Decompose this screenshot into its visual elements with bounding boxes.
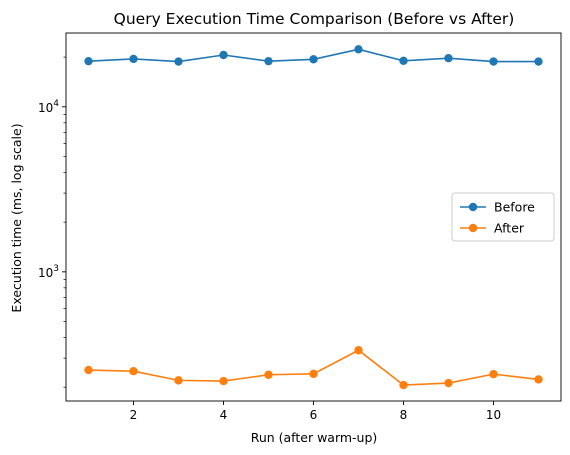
x-tick-label: 4 [220,408,228,422]
data-point-after [534,375,543,384]
x-axis-label: Run (after warm-up) [251,430,378,445]
data-point-before [84,56,93,66]
legend-marker-before [468,202,478,212]
data-point-after [129,367,138,376]
data-point-before [354,45,363,54]
data-point-before [219,50,228,60]
chart-title: Query Execution Time Comparison (Before … [114,10,515,28]
data-point-after [309,369,318,379]
legend-label-after: After [494,221,525,236]
y-tick-label: 103 [38,264,59,280]
data-point-after [219,376,228,386]
axes: 2 4 6 8 10 103 104 [38,32,562,422]
data-point-after [84,365,93,375]
y-axis-label: Execution time (ms, log scale) [9,123,24,312]
data-point-after [399,380,408,390]
x-tick-label: 10 [486,408,501,422]
data-point-after [354,346,363,355]
data-point-before [534,57,543,66]
data-point-after [174,376,183,385]
data-point-before [444,54,453,63]
data-point-before [489,57,498,66]
series-line-after [88,349,539,386]
data-point-before [129,54,138,64]
x-tick-label: 2 [130,408,138,422]
data-point-before [309,55,318,64]
legend-marker-after [468,223,478,233]
plot-area [84,45,543,390]
legend-box [451,192,555,242]
legend-label-before: Before [494,200,535,215]
data-point-after [489,369,498,379]
data-point-before [174,57,183,66]
x-tick-label: 6 [310,408,318,422]
data-point-after [444,378,453,388]
data-point-before [399,56,408,65]
y-tick-label: 104 [38,99,59,115]
x-tick-label: 8 [400,408,408,422]
legend: Before After [451,192,555,242]
data-point-after [264,370,273,379]
data-point-before [264,56,273,66]
